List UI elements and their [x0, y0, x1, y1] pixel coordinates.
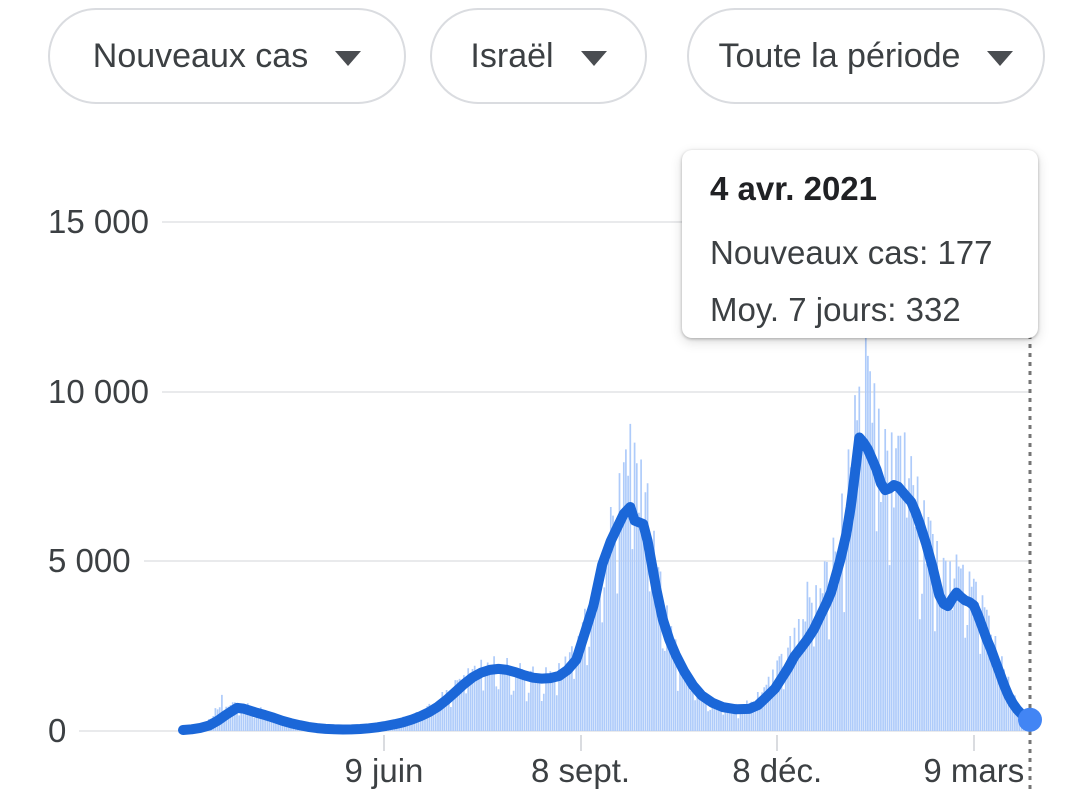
region-filter-label: Israël [470, 36, 554, 75]
x-axis-tick [382, 735, 385, 751]
daily-cases-bars [182, 327, 1031, 731]
period-filter-button[interactable]: Toute la période [687, 8, 1045, 104]
chart-canvas[interactable] [0, 120, 1080, 794]
tooltip-date: 4 avr. 2021 [710, 170, 877, 207]
metric-filter-label: Nouveaux cas [92, 36, 309, 75]
region-filter-button[interactable]: Israël [430, 8, 647, 104]
tooltip-7day-avg: Moy. 7 jours: 332 [710, 291, 961, 328]
current-value-dot [1018, 707, 1042, 732]
metric-filter-button[interactable]: Nouveaux cas [48, 8, 406, 104]
period-filter-label: Toute la période [718, 36, 961, 75]
x-axis-label: 8 déc. [732, 752, 823, 789]
tooltip-new-cases: Nouveaux cas: 177 [710, 234, 993, 271]
y-gridline [143, 560, 1030, 563]
x-axis-label: 9 juin [344, 752, 424, 789]
y-gridline-row: 15 000 [48, 202, 1030, 242]
y-gridline [161, 221, 1030, 223]
x-axis-label: 9 mars [923, 752, 1025, 789]
chevron-down-icon [987, 51, 1014, 66]
y-gridline [161, 390, 1030, 393]
x-axis-tick [972, 735, 975, 751]
chevron-down-icon [580, 51, 607, 66]
y-axis-label: 0 [48, 712, 67, 749]
chart-area[interactable]: 15 000 10 000 5 000 0 9 juin 8 sept. 8 déc. 9 … [0, 120, 1080, 794]
chevron-down-icon [335, 51, 362, 66]
x-axis-label: 8 sept. [531, 752, 631, 789]
x-axis-tick [776, 735, 779, 751]
y-axis-label: 5 000 [48, 542, 131, 580]
seven-day-average-line [178, 432, 1035, 735]
y-axis-label: 10 000 [48, 372, 149, 410]
x-axis-tick [579, 735, 582, 751]
chart-tooltip: 4 avr. 2021 Nouveaux cas: 177 Moy. 7 jou… [682, 150, 1038, 338]
y-axis-label: 15 000 [48, 203, 149, 240]
y-gridline-row: 10 000 [48, 372, 1030, 412]
y-gridline-row: 5 000 [48, 541, 1030, 581]
